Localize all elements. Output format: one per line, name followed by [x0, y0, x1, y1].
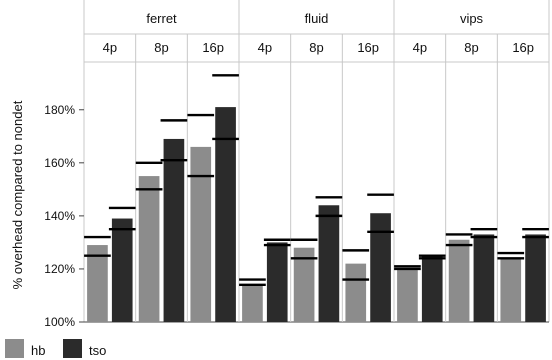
category-label: 4p: [258, 40, 272, 55]
bar-tso: [473, 234, 495, 322]
y-tick-label: 120%: [44, 262, 75, 276]
category-label: 8p: [309, 40, 323, 55]
bar-hb: [293, 247, 315, 322]
chart-marks: [84, 74, 549, 322]
y-tick-label: 140%: [44, 209, 75, 223]
bar-tso: [215, 107, 236, 322]
category-label: 16p: [357, 40, 379, 55]
category-label: 4p: [103, 40, 117, 55]
y-tick-label: 160%: [44, 156, 75, 170]
category-label: 8p: [464, 40, 478, 55]
bar-tso: [421, 255, 443, 322]
group-label: fluid: [305, 11, 329, 26]
bar-tso: [525, 234, 546, 322]
category-label: 16p: [202, 40, 224, 55]
chart-labels: 100% 120% 140% 160% 180% ferret 4p 8p 16p fluid 4p…: [44, 11, 534, 329]
category-label: 4p: [413, 40, 427, 55]
bar-hb: [448, 239, 470, 322]
bar-hb: [87, 245, 108, 322]
y-axis-label: % overhead compared to nondet: [10, 100, 25, 289]
bar-tso: [163, 138, 185, 322]
bar-hb: [190, 146, 212, 322]
bar-tso: [370, 213, 391, 322]
bar-hb: [500, 258, 522, 322]
legend-label-hb: hb: [31, 343, 45, 358]
y-tick-label: 180%: [44, 103, 75, 117]
bar-hb: [138, 176, 160, 322]
group-label: vips: [460, 11, 484, 26]
category-label: 16p: [512, 40, 534, 55]
bar-tso: [266, 242, 288, 322]
bar-tso: [318, 205, 340, 322]
plot-frame: [79, 0, 550, 323]
legend-swatch-hb: [5, 339, 24, 358]
legend-swatch-tso: [63, 339, 82, 358]
bar-tso: [111, 218, 133, 322]
bar-hb: [345, 263, 367, 322]
bar-hb: [242, 284, 263, 322]
bar-hb: [397, 268, 418, 322]
category-label: 8p: [154, 40, 168, 55]
y-tick-label: 100%: [44, 315, 75, 329]
group-label: ferret: [146, 11, 177, 26]
legend-label-tso: tso: [89, 343, 106, 358]
legend: hb tso: [5, 339, 106, 358]
